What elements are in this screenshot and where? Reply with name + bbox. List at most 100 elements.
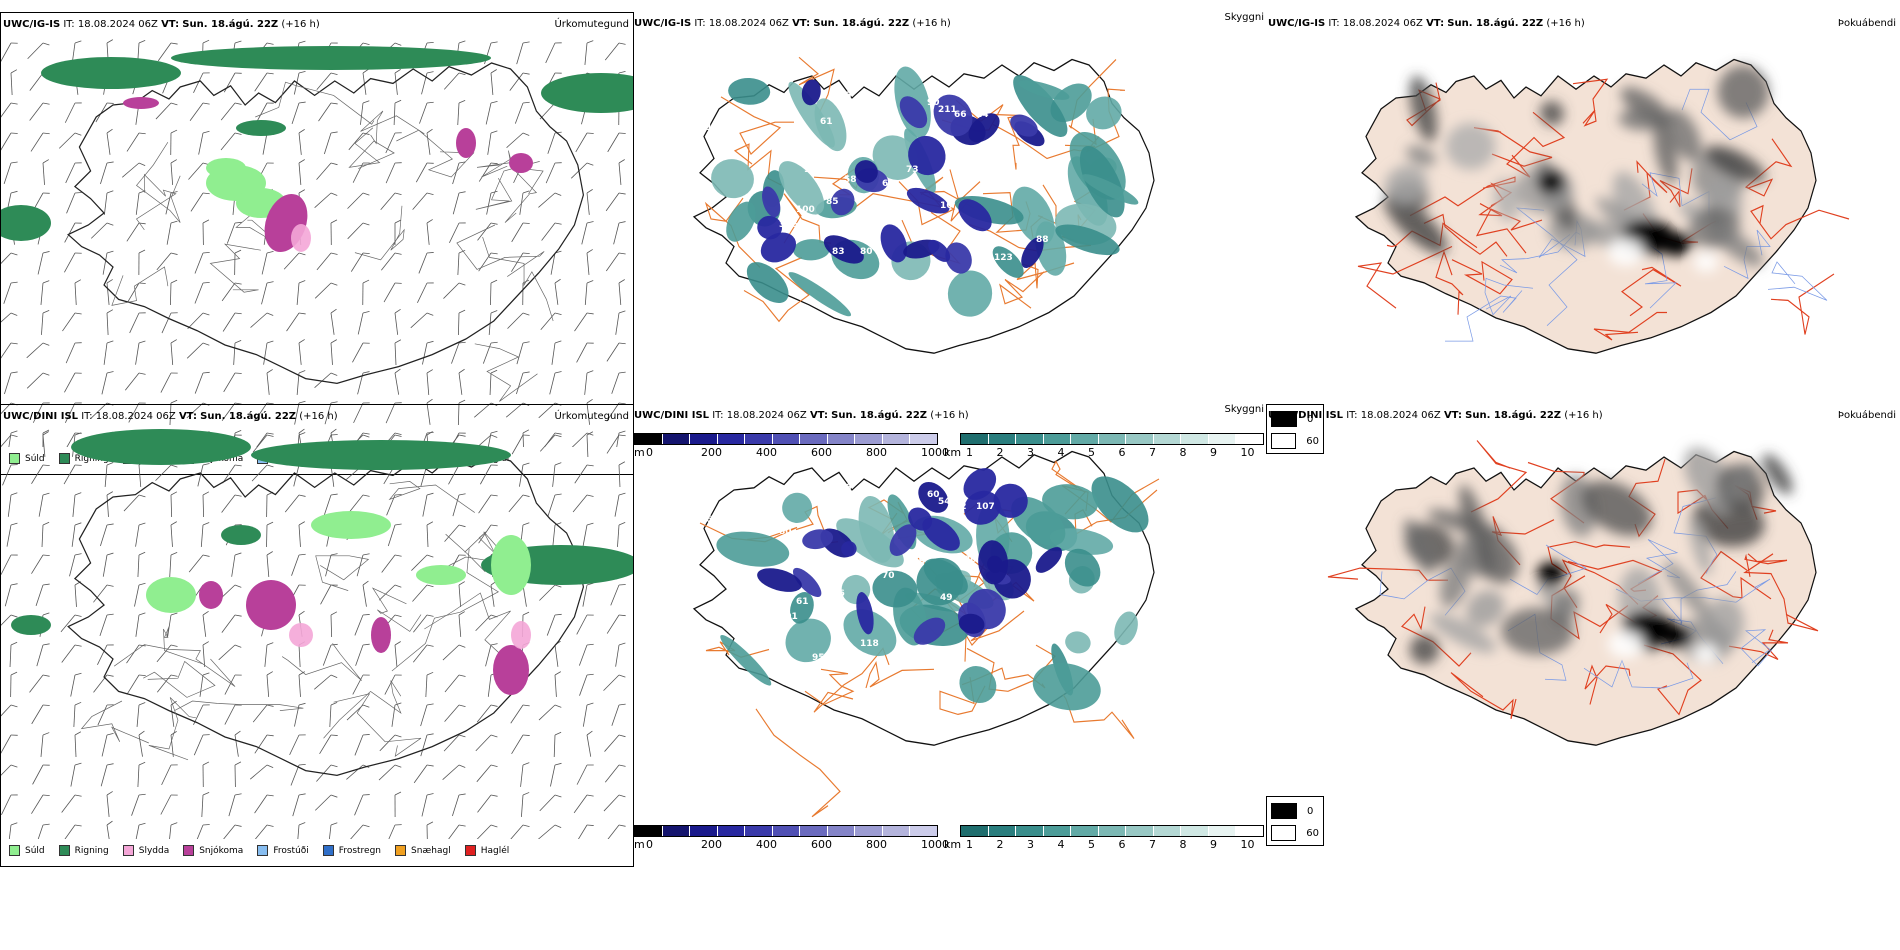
visibility-value-label: 63 [706,515,719,525]
visibility-value-label: 83 [832,247,845,257]
colorbar-segment [961,826,989,836]
colorbar-segment [745,826,773,836]
visibility-colorbar [960,825,1264,837]
visibility-value-label: 23 [724,462,737,472]
precip-legend-item: Slydda [122,845,169,856]
colorbar-segment [1153,826,1182,836]
legend-swatch [1271,411,1297,427]
distance-tick-label: 2 [996,838,1004,851]
visibility-value-label: 66 [1036,627,1049,637]
colorbar-segment [1016,826,1044,836]
fog-map [1296,424,1896,824]
legend-swatch [1271,825,1297,841]
visibility-value-label: 85 [826,197,839,207]
height-tick-label: 600 [811,446,832,459]
height-tick-label: 800 [866,838,887,851]
visibility-value-label: 90 [927,98,940,108]
height-unit-label: m [634,446,645,459]
legend-swatch [464,845,476,856]
visibility-panel: UWC/DINI ISL IT: 18.08.2024 06Z VT: Sun.… [634,404,1268,867]
fog-legend-item: 0 [1271,411,1319,427]
precip-kind-label: Úrkomutegund [554,411,629,422]
fog-legend: 0 60 [1266,404,1324,454]
visibility-value-label: 258 [906,557,925,567]
visibility-value-label: 16 [940,201,953,211]
colorbar-segment [1098,826,1127,836]
height-tick-label: 200 [701,446,722,459]
precip-legend-item: Snjókoma [183,845,243,856]
visibility-value-label: 61 [796,597,809,607]
distance-tick-label: 9 [1210,838,1217,851]
colorbar-segment [1236,434,1264,444]
legend-label: Frostregn [338,845,382,856]
visibility-value-label: 148 [704,80,723,90]
height-tick-label: 600 [811,838,832,851]
distance-tick-label: 8 [1179,838,1187,851]
visibility-value-label: 66 [839,483,852,493]
visibility-value-label: 61 [934,275,947,285]
colorbar-segment [910,434,938,444]
visibility-value-label: 75 [762,110,775,120]
visibility-value-label: 49 [940,593,953,603]
colorbar-segment [1098,434,1127,444]
legend-swatch [58,845,70,856]
fog-legend-item: 60 [1271,825,1319,841]
legend-label: 0 [1307,413,1314,425]
colorbar-segment [635,826,663,836]
distance-tick-label: 1 [966,838,973,851]
distance-unit-label: km [944,838,962,851]
colorbar-segment [1153,434,1182,444]
fog-legend: 0 60 [1266,796,1324,846]
colorbar-segment [882,434,911,444]
cloud-height-ticks: m 0 200 400 600 800 1000 [634,838,949,852]
precip-map [1,33,633,447]
visibility-value-label: 376 [779,220,798,230]
cloud-height-ticks: m 0 200 400 600 800 1000 [634,446,949,460]
distance-tick-label: 3 [1027,446,1034,459]
cloud-height-colorbar [634,825,938,837]
height-tick-label: 200 [701,838,722,851]
colorbar-segment [961,434,989,444]
colorbar-segment [855,826,883,836]
visibility-ticks: km 1 2 3 4 5 6 7 8 9 10 [944,838,1264,852]
visibility-value-label: 61 [820,117,833,127]
visibility-value-label: 87 [779,135,792,145]
visibility-value-label: 118 [860,639,879,649]
colorbar-segment [910,826,938,836]
visibility-value-label: 123 [994,253,1013,263]
distance-tick-label: 5 [1088,838,1095,851]
colorbar-segment [1043,826,1072,836]
visibility-value-label: 80 [964,555,977,565]
colorbar-segment [690,434,718,444]
height-tick-label: 0 [646,446,653,459]
cloud-height-colorbar [634,433,938,445]
colorbar-segment [1071,434,1099,444]
distance-tick-label: 3 [1027,838,1034,851]
colorbar-segment [1208,434,1237,444]
visibility-value-label: 117 [706,123,725,133]
precip-map [1,425,633,839]
colorbar-segment [772,826,801,836]
distance-tick-label: 9 [1210,446,1217,459]
visibility-value-label: 58 [832,639,845,649]
visibility-value-label: 180 [994,645,1013,655]
colorbar-segment [717,826,746,836]
colorbar-segment [745,434,773,444]
legend-label: 60 [1306,435,1319,447]
distance-tick-label: 7 [1149,446,1156,459]
legend-label: 60 [1306,827,1319,839]
legend-label: 0 [1307,805,1314,817]
visibility-kind-label: Skyggni [1224,404,1264,415]
fog-index-panel: UWC/IG-IS IT: 18.08.2024 06Z VT: Sun. 18… [1266,12,1900,475]
height-tick-label: 400 [756,838,777,851]
legend-label: Rigning [74,453,109,464]
precip-legend-item: Frostúði [257,845,309,856]
colorbar-segment [1016,434,1044,444]
legend-label: Haglél [480,845,510,856]
legend-swatch [9,453,20,464]
colorbar-segment [827,434,856,444]
precip-legend-item: Súld [9,845,45,856]
fog-legend-item: 60 [1271,433,1319,449]
legend-swatch [1271,433,1297,449]
legend-swatch [1271,803,1297,819]
